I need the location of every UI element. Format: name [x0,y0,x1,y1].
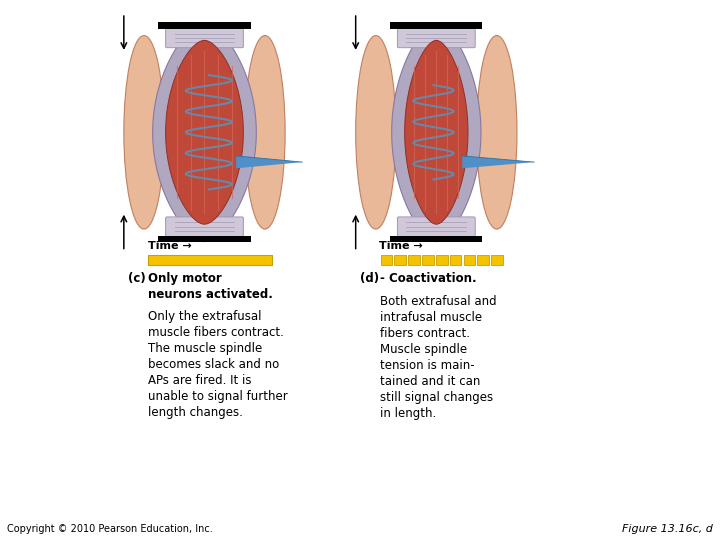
Text: Time →: Time → [148,241,192,251]
Bar [158,22,251,29]
FancyBboxPatch shape [397,28,475,48]
Text: Only motor
neurons activated.: Only motor neurons activated. [148,272,273,301]
Bar [390,22,482,29]
Ellipse shape [477,36,517,229]
Bar [380,255,392,265]
Bar [477,255,489,265]
Bar [408,255,420,265]
Bar [390,236,482,242]
Polygon shape [462,156,534,168]
Ellipse shape [356,36,396,229]
FancyBboxPatch shape [166,28,243,48]
Polygon shape [153,23,256,241]
Text: Figure 13.16c, d: Figure 13.16c, d [622,523,713,534]
Text: Only the extrafusal
muscle fibers contract.
The muscle spindle
becomes slack and: Only the extrafusal muscle fibers contra… [148,310,288,419]
Bar [422,255,433,265]
Text: (c): (c) [128,272,146,285]
Bar [491,255,503,265]
Bar [450,255,462,265]
Bar [148,255,272,265]
Text: Time →: Time → [379,241,423,251]
Bar [158,236,251,242]
Bar [436,255,448,265]
Bar [464,255,475,265]
Polygon shape [236,156,302,168]
Polygon shape [166,40,243,224]
Text: Both extrafusal and
intrafusal muscle
fibers contract.
Muscle spindle
tension is: Both extrafusal and intrafusal muscle fi… [380,295,497,420]
Text: (d): (d) [360,272,379,285]
Text: Copyright © 2010 Pearson Education, Inc.: Copyright © 2010 Pearson Education, Inc. [7,523,213,534]
Polygon shape [405,40,468,224]
Bar [395,255,406,265]
Text: - Coactivation.: - Coactivation. [380,272,477,285]
FancyBboxPatch shape [166,217,243,237]
Polygon shape [392,23,481,241]
Ellipse shape [245,36,285,229]
Ellipse shape [124,36,164,229]
FancyBboxPatch shape [397,217,475,237]
